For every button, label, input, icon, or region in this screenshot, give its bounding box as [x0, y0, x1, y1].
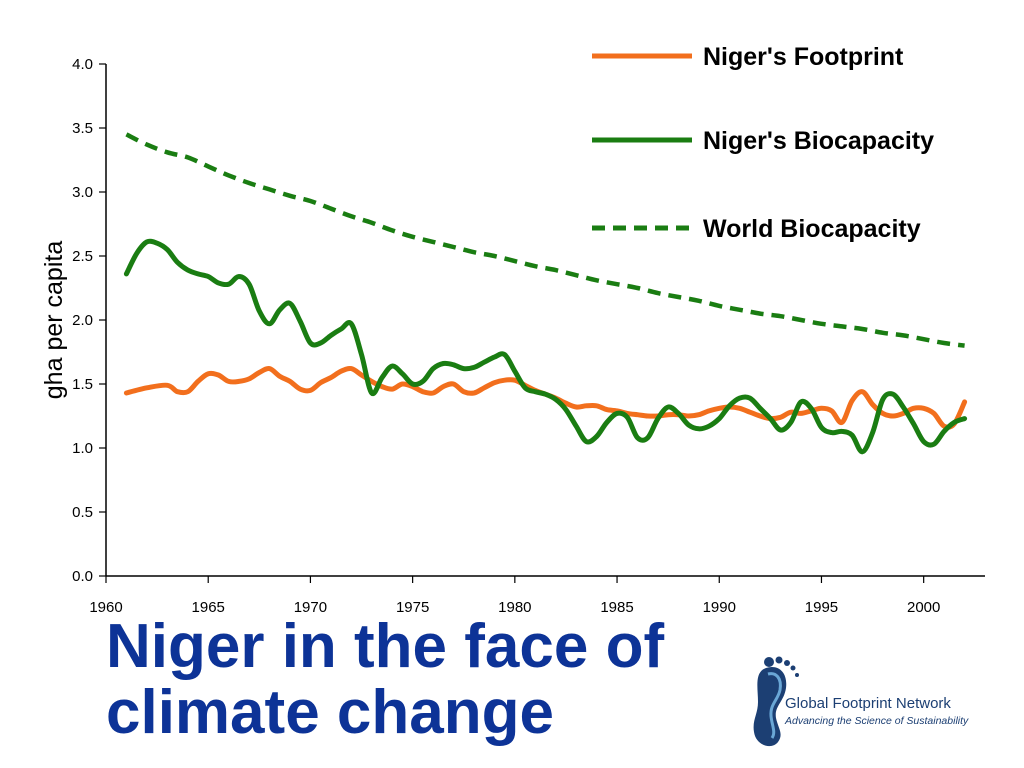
series-world-biocapacity-line	[125, 132, 965, 348]
legend-item-niger-footprint: Niger's Footprint	[592, 43, 904, 71]
legend-label: Niger's Biocapacity	[703, 127, 934, 155]
x-tick-label: 1985	[600, 599, 633, 612]
x-tick-label: 1960	[89, 599, 122, 612]
logo-name: Global Footprint Network	[785, 695, 951, 712]
chart-legend: Niger's Footprint Niger's Biocapacity Worl…	[592, 43, 934, 243]
y-tick-label: 3.5	[72, 120, 93, 137]
y-axis-ticks: 0.0 0.5 1.0 1.5 2.0 2.5 3.0 3.5 4.0	[72, 56, 106, 585]
y-tick-label: 1.0	[72, 440, 93, 457]
x-tick-label: 1965	[192, 599, 225, 612]
x-tick-label: 1980	[498, 599, 531, 612]
x-tick-label: 1975	[396, 599, 429, 612]
y-tick-label: 3.0	[72, 184, 93, 201]
x-tick-label: 1995	[805, 599, 838, 612]
chart-series	[123, 132, 968, 455]
series-niger-footprint-line	[123, 365, 968, 430]
slide-title-line-2: climate change	[106, 678, 554, 747]
logo-tagline: Advancing the Science of Sustainability	[785, 715, 969, 727]
legend-item-world-biocapacity: World Biocapacity	[592, 215, 921, 243]
global-footprint-network-logo: Global Footprint Network Advancing the S…	[748, 654, 1018, 754]
y-tick-label: 2.0	[72, 312, 93, 329]
legend-label: Niger's Footprint	[703, 43, 904, 71]
chart: 1960 1965 1970 1975 1980 1985 1990 1995 2000 0.0…	[40, 43, 985, 612]
legend-label: World Biocapacity	[703, 215, 921, 243]
slide-title-line-1: Niger in the face of	[106, 612, 665, 681]
x-tick-label: 2000	[907, 599, 940, 612]
x-tick-label: 1990	[703, 599, 736, 612]
y-axis-label: gha per capita	[40, 241, 68, 400]
footprint-icon	[753, 656, 799, 747]
x-tick-label: 1970	[294, 599, 327, 612]
x-axis-ticks: 1960 1965 1970 1975 1980 1985 1990 1995 2000	[89, 576, 940, 612]
y-tick-label: 2.5	[72, 248, 93, 265]
legend-item-niger-biocapacity: Niger's Biocapacity	[592, 127, 934, 155]
series-niger-biocapacity-line	[123, 238, 968, 455]
y-tick-label: 1.5	[72, 376, 93, 393]
y-tick-label: 4.0	[72, 56, 93, 73]
y-tick-label: 0.5	[72, 504, 93, 521]
slide-title: Niger in the face of climate change	[106, 614, 766, 746]
y-tick-label: 0.0	[72, 568, 93, 585]
